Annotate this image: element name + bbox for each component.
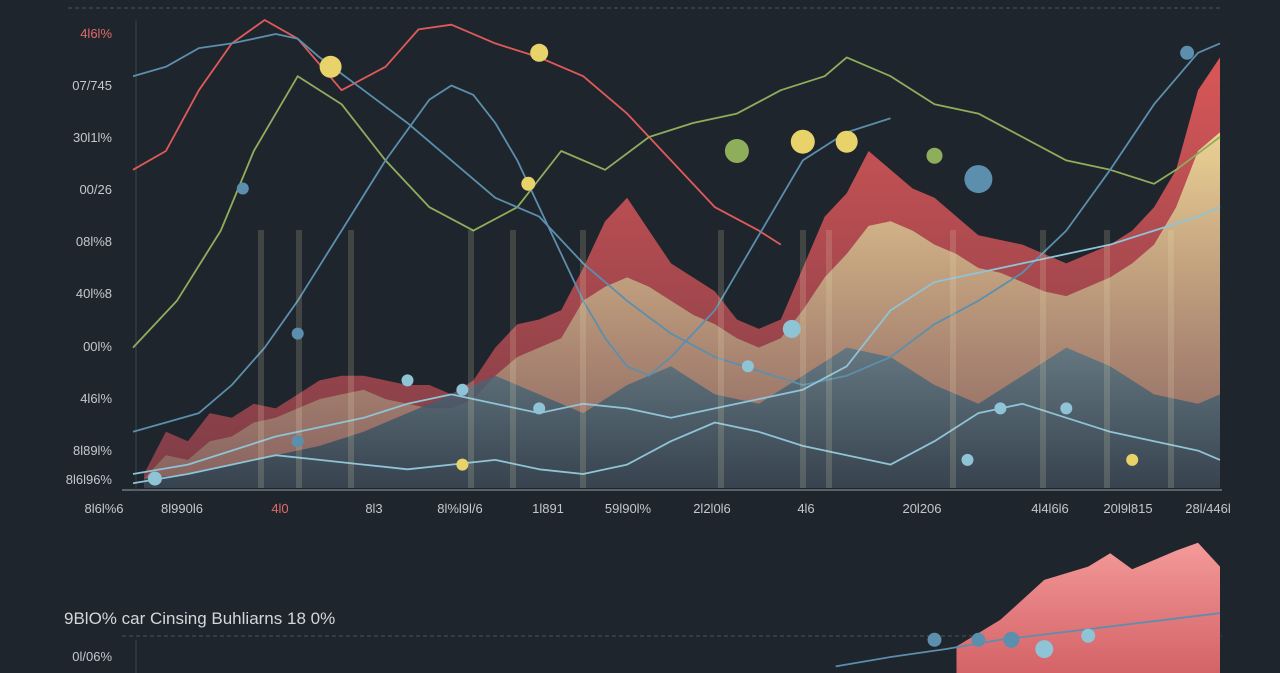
y-tick-label-8: 8l89l% xyxy=(73,443,112,458)
chart0-area-blue-2 xyxy=(144,347,1220,488)
y-tick-labels: 4l6l% 07/745 30l1l% 00/26 08l%8 40l%8 00l% 4l6l… xyxy=(66,26,113,487)
chart0-line-blue-6 xyxy=(132,84,891,433)
chart0-marker-4 xyxy=(835,130,858,153)
chart0-line-red-3 xyxy=(132,19,782,246)
chart0-line-lightblue-8 xyxy=(132,402,1221,485)
light-beam-6 xyxy=(718,230,724,488)
chart0-marker-21 xyxy=(456,458,469,471)
lower-chart-title: 9BlO% car Cinsing Buhliarns 18 0% xyxy=(64,609,335,628)
chart0-line-green-4 xyxy=(132,56,1221,349)
chart0-marker-6 xyxy=(964,165,993,194)
x-tick-label-8: 4l6 xyxy=(797,501,814,516)
x-tick-label-6: 59l90l% xyxy=(605,501,652,516)
lower-plot-area xyxy=(835,542,1221,673)
x-tick-label-10: 4l4l6l6 xyxy=(1031,501,1069,516)
light-beam-9 xyxy=(950,230,956,488)
light-beam-1 xyxy=(296,230,302,488)
chart0-marker-22 xyxy=(147,471,162,486)
chart0-marker-2 xyxy=(724,139,749,163)
y-tick-label-9: 8l6l96% xyxy=(66,472,113,487)
y-tick-label-5: 40l%8 xyxy=(76,286,112,301)
chart1-line-blue-1 xyxy=(835,612,1221,668)
chart1-marker-2 xyxy=(1003,631,1020,648)
x-tick-label-3: 8l3 xyxy=(365,501,382,516)
chart1-marker-0 xyxy=(927,632,942,647)
chart0-marker-16 xyxy=(961,453,974,466)
lower-y-tick-label: 0l/06% xyxy=(72,649,112,664)
light-beam-12 xyxy=(1168,230,1174,488)
chart1-marker-1 xyxy=(971,632,986,647)
chart0-marker-12 xyxy=(456,383,469,396)
y-tick-label-3: 00/26 xyxy=(79,182,112,197)
x-tick-label-5: 1l891 xyxy=(532,501,564,516)
light-beam-8 xyxy=(826,230,832,488)
x-tick-label-4: 8l%l9l/6 xyxy=(437,501,483,516)
main-marker-layer xyxy=(147,43,1195,486)
chart0-marker-11 xyxy=(401,374,414,387)
chart0-line-lightblue-7 xyxy=(132,206,1221,475)
y-tick-label-2: 30l1l% xyxy=(73,130,112,145)
chart0-marker-5 xyxy=(926,147,943,164)
chart0-marker-1 xyxy=(530,43,549,62)
x-tick-label-9: 20l206 xyxy=(902,501,941,516)
y-tick-label-7: 4l6l% xyxy=(80,391,112,406)
y-tick-label-6: 00l% xyxy=(83,339,112,354)
chart0-marker-18 xyxy=(1060,402,1073,415)
x-tick-label-11: 20l9l815 xyxy=(1103,501,1152,516)
chart1-marker-4 xyxy=(1081,628,1096,643)
chart0-marker-9 xyxy=(236,182,249,195)
chart0-marker-10 xyxy=(291,327,304,340)
light-beam-5 xyxy=(580,230,586,488)
light-beam-10 xyxy=(1040,230,1046,488)
chart0-marker-8 xyxy=(521,176,536,191)
x-tick-labels: 8l6l%6 8l990l6 4l0 8l3 8l%l9l/6 1l891 59l90l% 2… xyxy=(84,501,1230,516)
y-tick-label-4: 08l%8 xyxy=(76,234,112,249)
x-tick-label-2: 4l0 xyxy=(271,501,288,516)
chart0-line-blue-5 xyxy=(132,33,1221,386)
x-tick-label-12: 28l/446l xyxy=(1185,501,1231,516)
chart0-marker-20 xyxy=(291,435,304,448)
chart0-marker-0 xyxy=(319,55,342,78)
light-beam-11 xyxy=(1104,230,1110,488)
y-tick-label-0: 4l6l% xyxy=(80,26,112,41)
lower-marker-layer xyxy=(927,628,1096,659)
x-tick-label-1: 8l990l6 xyxy=(161,501,203,516)
y-tick-label-1: 07/745 xyxy=(72,78,112,93)
chart1-area-red-0 xyxy=(956,542,1220,673)
chart0-marker-3 xyxy=(790,129,815,154)
chart0-marker-14 xyxy=(782,319,801,338)
x-tick-label-7: 2l2l0l6 xyxy=(693,501,731,516)
light-beam-2 xyxy=(348,230,354,488)
chart0-marker-15 xyxy=(741,360,754,373)
x-tick-label-0: 8l6l%6 xyxy=(84,501,123,516)
light-beam-4 xyxy=(510,230,516,488)
chart0-marker-13 xyxy=(533,402,546,415)
light-beam-0 xyxy=(258,230,264,488)
chart0-marker-19 xyxy=(1126,453,1139,466)
chart0-marker-17 xyxy=(994,402,1007,415)
light-beam-7 xyxy=(800,230,806,488)
chart1-marker-3 xyxy=(1035,640,1054,659)
chart0-marker-7 xyxy=(1180,45,1195,60)
light-beam-3 xyxy=(468,230,474,488)
main-plot-area xyxy=(132,19,1221,489)
